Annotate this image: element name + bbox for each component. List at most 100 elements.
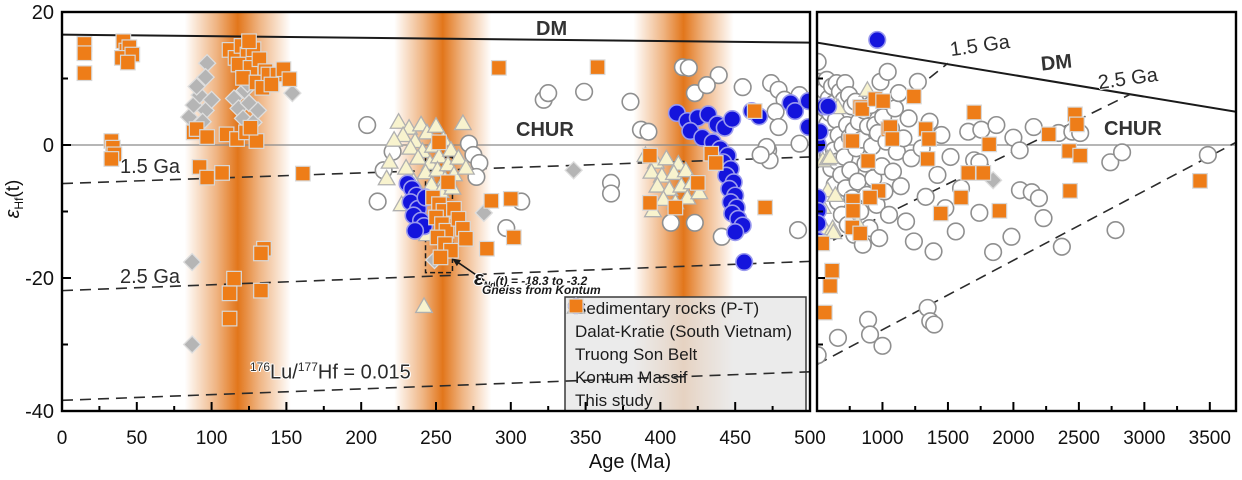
data-point [242, 119, 259, 136]
data-point [932, 205, 949, 222]
legend-item-this-study: This study [565, 298, 806, 412]
data-point [960, 165, 977, 181]
data-point [991, 202, 1008, 219]
x-tick-label: 2000 [992, 428, 1034, 449]
y-tick-label: 0 [43, 135, 54, 157]
data-point [970, 203, 989, 222]
data-point [845, 202, 861, 219]
data-point [879, 205, 899, 224]
data-point [785, 101, 805, 121]
data-point [202, 90, 222, 110]
legend-label: This study [575, 390, 653, 410]
data-point [384, 130, 404, 147]
data-point [182, 335, 202, 354]
data-point [214, 165, 230, 181]
data-point [735, 252, 754, 272]
data-point [981, 136, 998, 153]
data-point [196, 67, 216, 87]
data-point [221, 310, 238, 327]
data-point [453, 113, 473, 131]
dm-label-right: DM [1039, 50, 1074, 76]
dm-label-left: DM [536, 18, 568, 40]
data-point [822, 278, 838, 294]
data-point [1034, 209, 1053, 228]
data-point [656, 148, 676, 166]
data-point [119, 54, 136, 71]
data-point [393, 125, 413, 143]
annotation-epsilon: ε [474, 268, 484, 290]
data-point [1052, 237, 1071, 256]
legend-label: Kontum Massif [575, 367, 688, 387]
x-tick-label: 500 [794, 428, 826, 449]
legend-item-sedimentary: Sedimentary rocks (P-T) [565, 297, 806, 320]
chur-label-right: CHUR [1104, 118, 1162, 140]
x-tick-label: 1500 [927, 428, 969, 449]
data-point [854, 101, 871, 117]
x-axis-title: Age (Ma) [588, 451, 672, 473]
data-point [870, 229, 889, 248]
data-point [389, 112, 409, 129]
y-axis-subscript: Hf [12, 197, 26, 210]
data-point [823, 222, 843, 240]
data-point [817, 235, 831, 252]
x-tick-label: 2500 [1058, 428, 1100, 449]
data-point [746, 103, 763, 119]
x-tick-label: 250 [420, 428, 452, 449]
ga15-label-left: 1.5 Ga [120, 156, 181, 178]
data-point [601, 184, 621, 203]
luhf-sup2: 177 [297, 360, 318, 374]
data-point [1040, 126, 1057, 143]
data-point [253, 245, 269, 262]
reference-line-DM [817, 41, 1236, 113]
data-point [860, 153, 876, 169]
data-point [1010, 141, 1029, 160]
data-point [405, 221, 425, 240]
data-point [294, 165, 311, 182]
data-point [819, 97, 838, 116]
x-tick-label: 400 [645, 428, 677, 449]
data-point [401, 138, 420, 155]
data-point [799, 92, 810, 111]
annotation-line2: Gneiss from Kontum [482, 283, 601, 297]
x-tick-label: 350 [570, 428, 602, 449]
data-point [921, 131, 937, 147]
data-point [878, 62, 897, 81]
data-point [1002, 227, 1021, 246]
data-point [505, 229, 522, 246]
data-point [358, 115, 377, 135]
data-point [790, 134, 809, 153]
data-point [103, 151, 120, 167]
reference-line-DM [62, 33, 810, 44]
legend-label: Dalat-Kratie (South Vietnam) [575, 321, 793, 341]
data-point [820, 147, 840, 165]
x-tick-label: 100 [196, 428, 228, 449]
data-point [987, 115, 1006, 135]
data-point [697, 76, 716, 95]
data-point [431, 134, 447, 151]
data-point [908, 72, 927, 91]
luhf-rest: Hf = 0.015 [317, 361, 411, 384]
data-point [904, 232, 923, 251]
data-point [456, 158, 476, 175]
data-point [689, 182, 709, 200]
data-point [1101, 153, 1120, 172]
data-point [975, 165, 992, 181]
annotation-arrow [454, 260, 489, 284]
x-tick-label: 3500 [1189, 428, 1231, 449]
ga25-label-left: 2.5 Ga [120, 266, 181, 288]
data-point [709, 66, 728, 85]
x-tick-label: 200 [345, 428, 377, 449]
data-point [642, 162, 661, 179]
data-point [676, 160, 696, 178]
data-point [966, 104, 983, 121]
data-point [368, 192, 387, 211]
legend-item-dalat-kratie: Dalat-Kratie (South Vietnam) [565, 297, 806, 343]
data-point [187, 77, 207, 96]
data-point [925, 315, 944, 334]
data-point [639, 122, 658, 141]
data-point [919, 151, 936, 167]
data-point [862, 189, 878, 206]
data-point [726, 223, 745, 242]
data-point [884, 131, 901, 147]
